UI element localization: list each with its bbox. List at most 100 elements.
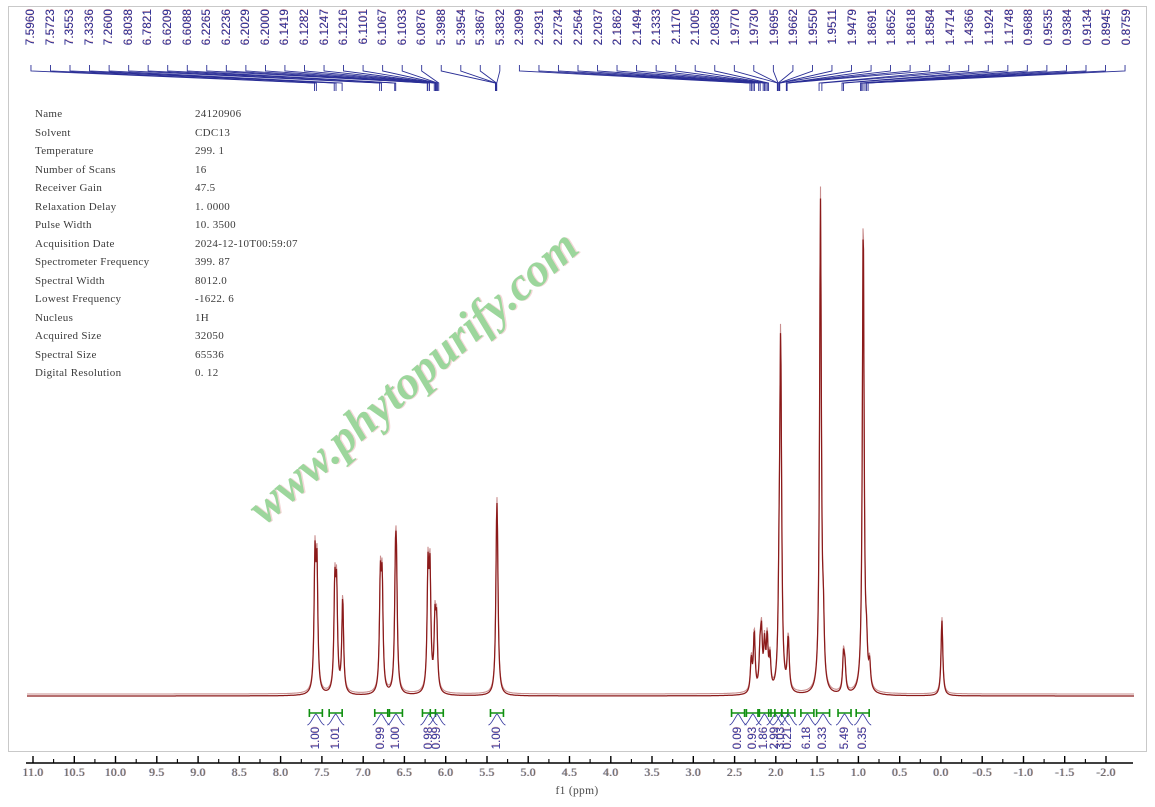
acquisition-parameter-table: Name 24120906 Solvent CDC13 Temperature 299. …: [35, 105, 298, 383]
axis-tick-label: -1.5: [1055, 767, 1075, 779]
axis-tick-label: 7.0: [355, 767, 371, 779]
integral-bracket: [489, 709, 505, 717]
peak-leader-lines: [30, 65, 1126, 91]
integral-curve: [420, 713, 438, 726]
integral-curve: [854, 713, 872, 726]
axis-tick-label: 9.5: [149, 767, 165, 779]
parameter-row: Nucleus 1H: [35, 309, 298, 328]
integral-curve: [814, 713, 832, 726]
axis-tick-label: 2.5: [726, 767, 743, 779]
parameter-key: Lowest Frequency: [35, 293, 122, 305]
axis-tick-label: -2.0: [1096, 767, 1116, 779]
parameter-key: Receiver Gain: [35, 182, 103, 194]
axis-title-label: f1 (ppm): [555, 785, 599, 797]
parameter-row: Spectral Size 65536: [35, 346, 298, 365]
integral-bracket: [730, 709, 746, 717]
parameter-value: 399. 87: [195, 256, 231, 268]
parameter-row: Relaxation Delay 1. 0000: [35, 198, 298, 217]
parameter-key: Pulse Width: [35, 219, 92, 231]
integral-bracket: [800, 709, 815, 717]
parameter-row: Acquired Size 32050: [35, 327, 298, 346]
axis-tick-label: 10.0: [104, 767, 127, 779]
parameter-key: Acquisition Date: [35, 237, 115, 250]
parameter-value: 16: [195, 163, 207, 176]
integral-bracket: [373, 709, 389, 717]
parameter-row: Receiver Gain 47.5: [35, 179, 298, 198]
parameter-key: Relaxation Delay: [35, 200, 117, 213]
parameter-key: Nucleus: [35, 311, 74, 324]
parameter-value: 2024-12-10T00:59:07: [195, 237, 298, 250]
spectrum-plot-frame: 7.5960 7.5723 7.3553 7.3336 7.2600 6.8038 6.78…: [8, 6, 1147, 752]
integral-value-label: 0.33: [817, 727, 830, 750]
parameter-value: 32050: [195, 330, 224, 342]
axis-tick-label: 1.0: [850, 767, 867, 779]
axis-ticks: [26, 756, 1133, 764]
integral-curve: [307, 713, 325, 726]
parameter-value: 10. 3500: [195, 219, 236, 231]
integral-value-label: 0.21: [782, 727, 795, 750]
axis-tick-label: 4.5: [561, 767, 578, 779]
parameter-key: Spectral Width: [35, 274, 105, 287]
parameter-row: Spectral Width 8012.0: [35, 272, 298, 291]
parameter-value: 8012.0: [195, 274, 228, 287]
integral-curve: [755, 713, 774, 726]
axis-tick-label: 5.5: [479, 767, 495, 779]
parameter-key: Number of Scans: [35, 163, 116, 176]
integral-bracket: [328, 709, 343, 717]
axis-tick-label: 3.0: [685, 767, 701, 779]
axis-tick-label: 1.5: [809, 767, 825, 779]
peak-label-strip: 7.5960 7.5723 7.3553 7.3336 7.2600 6.8038 6.78…: [9, 7, 1146, 93]
parameter-row: Spectrometer Frequency 399. 87: [35, 253, 298, 272]
parameter-row: Lowest Frequency -1622. 6: [35, 290, 298, 309]
axis-tick-label: 11.0: [22, 767, 44, 779]
integral-value-label: 6.18: [801, 727, 814, 750]
axis-tick-label: 8.0: [272, 767, 289, 779]
parameter-row: Acquisition Date 2024-12-10T00:59:07: [35, 235, 298, 254]
axis-tick-label: 0.0: [933, 767, 949, 779]
axis-tick-label: 5.0: [520, 767, 536, 779]
parameter-row: Solvent CDC13: [35, 124, 298, 143]
parameter-row: Temperature 299. 1: [35, 142, 298, 161]
integral-curve: [488, 713, 506, 726]
integral-curve: [729, 713, 747, 726]
integral-curve: [372, 713, 390, 726]
integral-value-label: 0.99: [375, 727, 388, 750]
parameter-value: 299. 1: [195, 145, 225, 157]
integral-bracket: [308, 709, 324, 717]
parameter-row: Digital Resolution 0. 12: [35, 364, 298, 383]
axis-tick-label: 0.5: [892, 767, 908, 779]
parameter-key: Temperature: [35, 145, 94, 157]
integral-bracket: [388, 709, 404, 717]
parameter-row: Name 24120906: [35, 105, 298, 124]
integral-value-label: 1.01: [329, 727, 342, 750]
integral-value-label: 0.99: [430, 727, 443, 750]
parameter-key: Solvent: [35, 126, 71, 139]
axis-tick-label: 6.0: [438, 767, 454, 779]
axis-tick-label: 9.0: [190, 767, 206, 779]
axis-tick-label: 6.5: [396, 767, 413, 779]
spectrum-trace-secondary: [27, 186, 1134, 695]
integral-value-label: 1.00: [309, 727, 322, 750]
nmr-spectrum-trace: [27, 186, 1134, 726]
parameter-value: 65536: [195, 348, 224, 361]
integral-value-label: 1.00: [389, 727, 402, 750]
parameter-key: Name: [35, 108, 63, 120]
parameter-value: CDC13: [195, 126, 231, 139]
integral-curve: [835, 713, 854, 726]
spectrum-trace-primary: [27, 198, 1134, 697]
integral-curve: [779, 713, 798, 726]
integral-bracket: [837, 709, 852, 717]
integral-value-label: 5.49: [838, 727, 851, 750]
integral-curve: [798, 713, 817, 726]
integral-curve: [428, 713, 446, 726]
parameter-key: Digital Resolution: [35, 367, 122, 379]
axis-tick-label: 2.0: [768, 767, 784, 779]
parameter-key: Acquired Size: [35, 330, 102, 342]
parameter-key: Spectral Size: [35, 348, 97, 361]
integral-bracket: [429, 709, 445, 717]
axis-tick-label: -1.0: [1013, 767, 1034, 779]
integral-bracket: [815, 709, 831, 717]
axis-tick-label: 8.5: [231, 767, 247, 779]
axis-tick-label: -0.5: [972, 767, 992, 779]
parameter-key: Spectrometer Frequency: [35, 256, 150, 268]
